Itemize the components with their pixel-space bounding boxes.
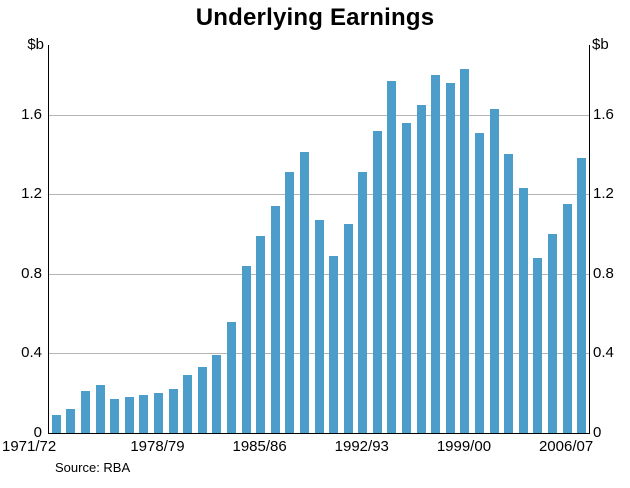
- bar: [299, 152, 309, 433]
- bar: [431, 74, 441, 433]
- x-tick-label: 1978/79: [130, 438, 185, 455]
- bar: [95, 385, 105, 433]
- bar: [270, 206, 280, 433]
- y-tick-label-right: 0.4: [593, 344, 614, 362]
- y-axis-unit-left: $b: [27, 36, 44, 53]
- bar: [124, 397, 134, 433]
- grid-line: [49, 194, 589, 196]
- chart-title: Underlying Earnings: [195, 4, 435, 31]
- x-tick-label: 1971/72: [2, 438, 57, 455]
- bar: [241, 265, 251, 433]
- bar: [51, 415, 61, 433]
- grid-line: [49, 114, 589, 116]
- plot-area: [48, 45, 590, 434]
- bar: [489, 108, 499, 433]
- bar: [80, 391, 90, 433]
- bar: [285, 172, 295, 433]
- bar: [66, 409, 76, 433]
- bar: [445, 82, 455, 433]
- y-tick-label-right: 0.8: [593, 264, 614, 282]
- x-tick-label: 1999/00: [436, 438, 492, 455]
- bar: [402, 122, 412, 433]
- bar: [372, 130, 382, 433]
- x-tick-label: 2006/07: [538, 438, 594, 455]
- bar: [577, 158, 587, 433]
- x-tick-label: 1985/86: [232, 438, 287, 455]
- bar: [256, 236, 266, 433]
- y-tick-label-right: 1.6: [593, 105, 614, 123]
- bar: [416, 104, 426, 433]
- bar: [139, 395, 149, 433]
- bar: [343, 224, 353, 433]
- y-axis-unit-right: $b: [592, 36, 609, 53]
- bar: [504, 154, 514, 433]
- y-tick-label-left: 1.2: [21, 185, 42, 203]
- bar: [387, 80, 397, 433]
- bar: [153, 393, 163, 433]
- bar: [212, 355, 222, 433]
- x-tick-label: 1992/93: [334, 438, 389, 455]
- bar: [548, 234, 557, 433]
- y-tick-label-right: 1.2: [593, 185, 614, 203]
- y-tick-label-left: 1.6: [21, 105, 42, 123]
- bar: [475, 132, 485, 433]
- bar: [110, 399, 120, 433]
- bar: [314, 220, 324, 433]
- bar: [329, 255, 339, 433]
- bar: [358, 172, 368, 433]
- y-tick-label-left: 0: [33, 424, 42, 441]
- bar: [460, 68, 470, 433]
- bar: [197, 367, 207, 433]
- bar: [226, 321, 236, 433]
- bar: [183, 375, 193, 433]
- bar: [533, 257, 543, 433]
- bar: [168, 389, 178, 433]
- y-tick-label-right: 0: [593, 424, 602, 441]
- source-note: Source: RBA: [55, 460, 131, 475]
- y-tick-label-left: 0.4: [21, 344, 42, 362]
- bar: [562, 204, 572, 433]
- y-tick-label-left: 0.8: [21, 264, 42, 282]
- bar: [518, 188, 528, 433]
